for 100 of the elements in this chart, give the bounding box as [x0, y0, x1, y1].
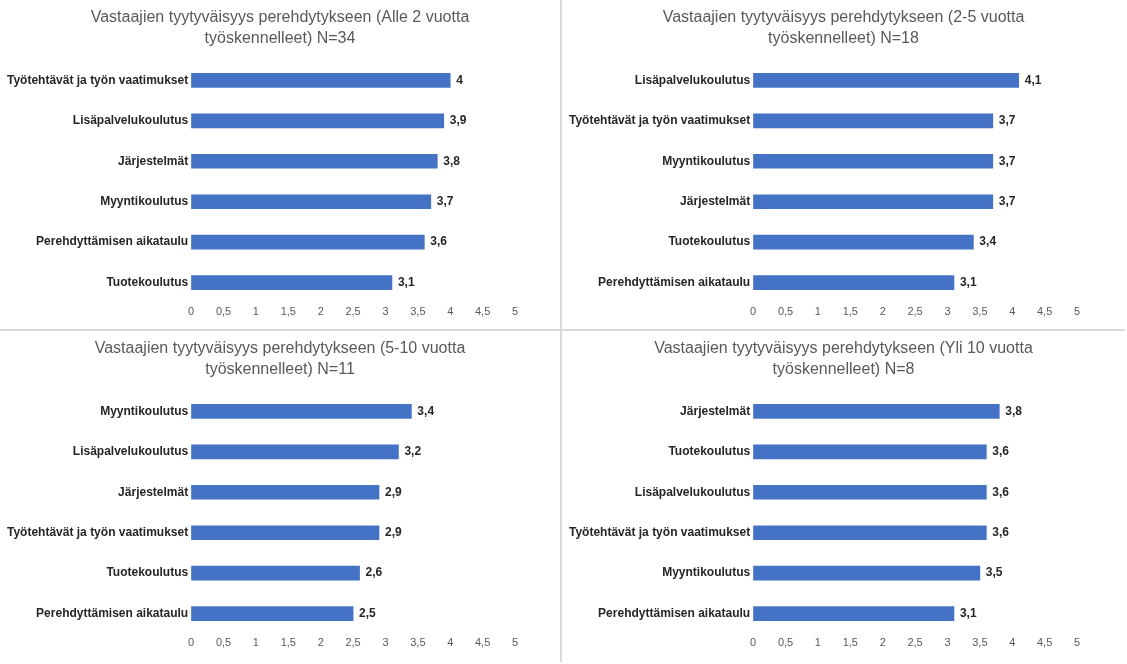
data-label: 4,1: [1024, 72, 1042, 87]
x-tick-label: 4,5: [474, 305, 491, 318]
bar: [191, 153, 438, 169]
x-tick-label: 1: [814, 305, 821, 318]
data-label: 3,1: [397, 274, 415, 289]
x-tick-label: 2,5: [907, 305, 923, 318]
bar: [191, 234, 425, 250]
y-tick-label: Lisäpalvelukoulutus: [72, 113, 189, 128]
bar: [753, 444, 987, 460]
x-tick-label: 1,5: [280, 305, 296, 318]
y-tick-label: Järjestelmät: [680, 403, 751, 418]
data-label: 3,5: [985, 565, 1003, 580]
x-tick-label: 0: [188, 305, 195, 318]
x-tick-label: 4,5: [474, 636, 491, 649]
bar: [191, 275, 393, 290]
y-tick-label: Tuotekoulutus: [106, 565, 189, 580]
y-tick-label: Työtehtävät ja työn vaatimukset: [568, 113, 751, 128]
x-tick-label: 3: [944, 636, 951, 649]
x-tick-label: 2: [879, 305, 886, 318]
x-tick-label: 4: [447, 636, 454, 649]
x-tick-label: 0,5: [215, 636, 232, 649]
x-tick-label: 0: [188, 636, 195, 649]
data-label: 4: [456, 72, 464, 87]
x-tick-label: 5: [511, 305, 519, 318]
x-tick-label: 0: [750, 305, 757, 318]
x-tick-label: 3,5: [410, 305, 426, 318]
bar: [753, 525, 987, 541]
y-tick-label: Myyntikoulutus: [100, 194, 189, 209]
x-tick-label: 2,5: [907, 636, 923, 649]
data-label: 2,6: [365, 565, 383, 580]
x-tick-label: 3: [382, 305, 389, 318]
x-tick-label: 1: [252, 636, 259, 649]
y-tick-label: Perehdyttämisen aikataulu: [598, 605, 751, 620]
data-label: 3,9: [449, 113, 467, 128]
bar: [191, 525, 380, 541]
bar: [191, 606, 354, 621]
chart-title: Vastaajien tyytyväisyys perehdytykseen (Yli 10 vuotta työskennelleet) N=8: [653, 338, 1034, 379]
chart-title: Vastaajien tyytyväisyys perehdytykseen (5-10 vuotta työskennelleet) N=11: [93, 338, 467, 379]
bar: [191, 113, 445, 129]
x-tick-label: 3: [382, 636, 389, 649]
x-tick-label: 0,5: [777, 636, 794, 649]
bar: [191, 194, 432, 210]
x-tick-label: 5: [1073, 305, 1081, 318]
bar: [753, 404, 1000, 419]
x-tick-label: 0,5: [777, 305, 794, 318]
data-label: 3,1: [959, 605, 977, 620]
x-tick-label: 1,5: [280, 636, 296, 649]
y-tick-label: Lisäpalvelukoulutus: [634, 72, 751, 87]
bar: [753, 153, 994, 169]
y-tick-label: Myyntikoulutus: [662, 153, 751, 168]
y-tick-label: Lisäpalvelukoulutus: [72, 444, 189, 459]
y-tick-label: Työtehtävät ja työn vaatimukset: [568, 525, 751, 540]
y-tick-label: Perehdyttämisen aikataulu: [36, 234, 189, 249]
data-label: 2,5: [359, 605, 377, 620]
data-label: 3,6: [992, 525, 1010, 540]
data-label: 3,7: [436, 194, 454, 209]
y-tick-label: Järjestelmät: [118, 153, 189, 168]
data-label: 3,1: [959, 274, 977, 289]
x-tick-label: 0: [750, 636, 757, 649]
bar: [191, 565, 360, 581]
x-tick-label: 4: [1009, 636, 1016, 649]
x-tick-label: 3,5: [410, 636, 426, 649]
y-tick-label: Myyntikoulutus: [100, 403, 189, 418]
x-tick-label: 5: [511, 636, 519, 649]
y-tick-label: Tuotekoulutus: [668, 234, 751, 249]
data-label: 3,7: [998, 194, 1016, 209]
x-tick-label: 1,5: [842, 636, 858, 649]
chart-title: Vastaajien tyytyväisyys perehdytykseen (Alle 2 vuotta työskennelleet) N=34: [89, 7, 471, 48]
bar: [191, 444, 399, 460]
x-tick-label: 3,5: [972, 305, 988, 318]
y-tick-label: Järjestelmät: [118, 484, 189, 499]
y-tick-label: Tuotekoulutus: [668, 444, 751, 459]
x-tick-label: 1: [252, 305, 259, 318]
x-tick-label: 2: [879, 636, 886, 649]
data-label: 3,6: [992, 444, 1010, 459]
bar: [753, 606, 955, 621]
x-tick-label: 4,5: [1036, 305, 1053, 318]
x-tick-label: 5: [1073, 636, 1081, 649]
bar: [753, 73, 1020, 88]
x-tick-label: 3,5: [972, 636, 988, 649]
x-tick-label: 2,5: [345, 636, 361, 649]
bar: [753, 234, 974, 250]
data-label: 3,4: [417, 403, 435, 418]
data-label: 3,6: [430, 234, 448, 249]
data-label: 3,7: [998, 153, 1016, 168]
bar: [191, 73, 451, 88]
x-tick-label: 3: [944, 305, 951, 318]
data-label: 2,9: [384, 484, 402, 499]
y-tick-label: Työtehtävät ja työn vaatimukset: [6, 525, 189, 540]
bar: [191, 484, 380, 500]
x-tick-label: 4: [1009, 305, 1016, 318]
y-tick-label: Järjestelmät: [680, 194, 751, 209]
y-tick-label: Työtehtävät ja työn vaatimukset: [6, 72, 189, 87]
y-tick-label: Myyntikoulutus: [662, 565, 751, 580]
bar: [753, 275, 955, 290]
bar: [753, 113, 994, 129]
x-tick-label: 2: [317, 636, 324, 649]
y-tick-label: Perehdyttämisen aikataulu: [36, 605, 189, 620]
data-label: 3,7: [998, 113, 1016, 128]
x-tick-label: 1: [814, 636, 821, 649]
